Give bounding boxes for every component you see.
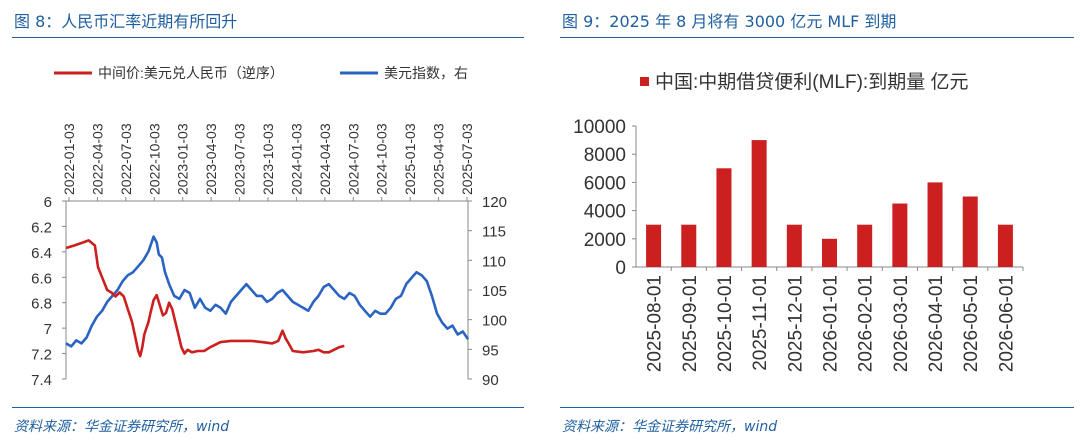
right-y-tick-label: 95 bbox=[482, 342, 499, 359]
left-legend: 中间价:美元兑人民币（逆序） 美元指数，右 bbox=[54, 65, 468, 81]
y-tick-label: 10000 bbox=[573, 117, 626, 138]
right-chart-panel: 图 9：2025 年 8 月将有 3000 亿元 MLF 到期 中国:中期借贷便… bbox=[548, 0, 1080, 448]
left-title-rule bbox=[12, 37, 524, 38]
series-line-cny bbox=[65, 239, 345, 358]
x-tick-label: 2026-01-01 bbox=[821, 275, 842, 372]
y-tick-label: 8000 bbox=[584, 145, 626, 166]
x-tick-label: 2026-02-01 bbox=[856, 275, 877, 372]
x-tick-label: 2024-10-03 bbox=[374, 123, 390, 195]
bar bbox=[927, 182, 943, 267]
x-tick-label: 2023-04-03 bbox=[203, 123, 219, 195]
x-tick-label: 2025-10-01 bbox=[715, 275, 736, 372]
right-y-tick-label: 105 bbox=[482, 283, 507, 300]
x-tick-label: 2026-06-01 bbox=[996, 275, 1017, 372]
x-tick-label: 2025-01-03 bbox=[402, 123, 418, 195]
legend-label-mlf: 中国:中期借贷便利(MLF):到期量 亿元 bbox=[655, 71, 969, 93]
legend-swatch-mlf bbox=[640, 77, 649, 86]
right-source-rule bbox=[560, 407, 1074, 408]
legend-label-dxy: 美元指数，右 bbox=[384, 65, 468, 81]
bar bbox=[822, 238, 837, 267]
left-y-tick-label: 7.2 bbox=[31, 347, 52, 364]
right-source-note: 资料来源：华金证券研究所，wind bbox=[562, 419, 778, 435]
x-tick-label: 2022-01-03 bbox=[61, 123, 77, 195]
bar bbox=[857, 224, 873, 267]
left-y-tick-label: 6 bbox=[44, 194, 52, 211]
right-y-tick-label: 115 bbox=[482, 224, 506, 241]
x-tick-label: 2023-01-03 bbox=[175, 123, 191, 195]
x-tick-label: 2022-10-03 bbox=[146, 123, 162, 195]
y-tick-label: 6000 bbox=[584, 173, 626, 194]
left-y-tick-label: 6.6 bbox=[31, 270, 52, 287]
bar bbox=[786, 224, 802, 267]
series-line-dxy bbox=[65, 235, 470, 348]
left-y-tick-label: 7 bbox=[44, 321, 52, 338]
right-legend: 中国:中期借贷便利(MLF):到期量 亿元 bbox=[640, 71, 969, 93]
y-tick-label: 2000 bbox=[584, 230, 626, 251]
x-tick-label: 2022-04-03 bbox=[89, 123, 105, 195]
right-y-tick-label: 110 bbox=[482, 253, 506, 270]
x-tick-label: 2025-11-01 bbox=[750, 275, 771, 371]
left-y-tick-label: 6.2 bbox=[31, 219, 52, 236]
bar bbox=[997, 224, 1013, 267]
right-bar-chart: 中国:中期借贷便利(MLF):到期量 亿元 10000 8000 6000 4000 20… bbox=[573, 71, 1024, 372]
left-line-chart: 中间价:美元兑人民币（逆序） 美元指数，右 2022-01-03 2022-04-03… bbox=[31, 65, 507, 389]
left-figure-title: 图 8：人民币汇率近期有所回升 bbox=[14, 12, 238, 31]
x-tick-label: 2022-07-03 bbox=[118, 123, 134, 195]
x-tick-label: 2026-03-01 bbox=[891, 275, 912, 372]
bar bbox=[646, 224, 662, 267]
left-y-tick-label: 6.8 bbox=[31, 296, 52, 313]
x-tick-label: 2025-07-03 bbox=[459, 123, 475, 195]
right-y-tick-label: 100 bbox=[482, 313, 507, 330]
bar bbox=[751, 140, 767, 267]
left-y-tick-label: 6.4 bbox=[31, 245, 52, 262]
x-tick-label: 2025-08-01 bbox=[645, 275, 666, 372]
x-tick-label: 2024-01-03 bbox=[288, 123, 304, 195]
x-tick-label: 2025-09-01 bbox=[680, 275, 701, 372]
y-tick-label: 0 bbox=[615, 258, 626, 279]
right-title-rule bbox=[560, 37, 1074, 38]
x-tick-label: 2026-04-01 bbox=[926, 275, 947, 372]
left-y-tick-label: 7.4 bbox=[31, 372, 52, 389]
legend-label-cny: 中间价:美元兑人民币（逆序） bbox=[98, 65, 284, 81]
x-tick-label: 2023-10-03 bbox=[260, 123, 276, 195]
left-source-note: 资料来源：华金证券研究所，wind bbox=[14, 419, 230, 435]
x-tick-label: 2024-04-03 bbox=[317, 123, 333, 195]
right-y-tick-label: 120 bbox=[482, 194, 507, 211]
x-tick-label: 2025-12-01 bbox=[785, 275, 806, 372]
bar bbox=[716, 168, 732, 267]
left-source-rule bbox=[12, 407, 524, 408]
x-tick-label: 2025-04-03 bbox=[431, 123, 447, 195]
left-chart-panel: 图 8：人民币汇率近期有所回升 中间价:美元兑人民币（逆序） 美元指数，右 2022… bbox=[0, 0, 530, 448]
bar bbox=[962, 196, 978, 267]
bar bbox=[681, 224, 697, 267]
x-tick-label: 2026-05-01 bbox=[961, 275, 982, 372]
x-tick-label: 2024-07-03 bbox=[345, 123, 361, 195]
y-tick-label: 4000 bbox=[584, 202, 626, 223]
x-tick-label: 2023-07-03 bbox=[232, 123, 248, 195]
right-y-tick-label: 90 bbox=[482, 372, 499, 389]
right-figure-title: 图 9：2025 年 8 月将有 3000 亿元 MLF 到期 bbox=[562, 12, 897, 31]
bar bbox=[892, 203, 908, 267]
